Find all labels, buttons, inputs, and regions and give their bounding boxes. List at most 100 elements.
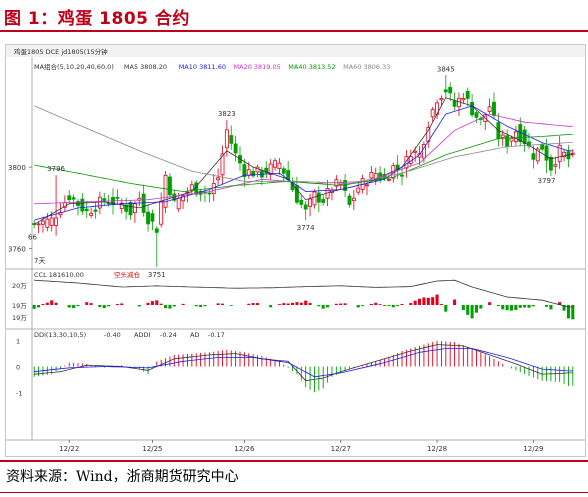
candle-body [365, 184, 369, 187]
ccl-bar [317, 305, 321, 307]
ccl-bar [85, 302, 89, 305]
x-tick-label: 12/27 [331, 445, 351, 453]
ccl-bar [67, 305, 71, 308]
price-annotation: 3751 [148, 271, 166, 279]
chart-header-bar [6, 45, 585, 57]
ccl-bar [453, 299, 457, 305]
ccl-bar [422, 297, 426, 305]
ccl-bar [172, 305, 176, 307]
candle-body [45, 218, 50, 228]
ccl-bar [474, 305, 479, 313]
price-annotation: 3823 [218, 110, 236, 118]
ccl-bar [203, 305, 207, 307]
candle-body [49, 217, 54, 226]
ccl-bar [505, 305, 509, 311]
candle-body [356, 187, 361, 193]
candle-body [303, 204, 308, 210]
ccl-bar [247, 303, 251, 305]
candle-body [41, 220, 45, 225]
figure-title: 图 1：鸡蛋 1805 合约 [4, 9, 190, 29]
candle-body [540, 144, 545, 150]
ccl-tick-label: 19万 [12, 302, 27, 310]
candle-body [505, 135, 510, 148]
candle-body [421, 144, 426, 159]
candle-body [535, 148, 540, 162]
ccl-bar [470, 305, 474, 319]
ccl-bar [37, 305, 41, 308]
ma-legend-item: MA40 3813.52 [288, 63, 335, 71]
candle-body [128, 201, 133, 216]
y-tick-label: 3800 [8, 164, 26, 172]
x-tick-label: 12/28 [427, 445, 447, 453]
ccl-bar [146, 302, 150, 305]
ccl-bar [396, 305, 400, 306]
x-tick-label: 12/22 [59, 445, 79, 453]
candle-body [513, 131, 518, 142]
ccl-bar [277, 304, 281, 305]
chart-canvas: 鸡蛋1805 DCE jd1805(15分钟 MA组合(5,10,20,40,60… [6, 45, 585, 453]
candle-body [264, 167, 269, 174]
x-tick-label: 12/26 [234, 445, 255, 453]
ccl-bar [216, 303, 220, 305]
ccl-bar [32, 305, 36, 309]
ccl-bar [308, 303, 312, 305]
candle-body [553, 164, 558, 167]
chart-frame: 鸡蛋1805 DCE jd1805(15分钟 MA组合(5,10,20,40,60… [5, 44, 586, 457]
ccl-bar [343, 303, 347, 305]
candle-body [242, 164, 247, 178]
candle-body [84, 208, 89, 212]
candle-body [312, 191, 317, 206]
ccl-bar [220, 303, 225, 305]
ccl-bar [466, 305, 470, 315]
candle-body [146, 211, 150, 225]
ma-legend-item: MA20 3819.05 [234, 63, 281, 71]
ccl-bar [527, 305, 531, 308]
candle-body [124, 204, 129, 212]
ccl-bar [89, 303, 93, 305]
ccl-bar [545, 305, 549, 307]
candle-body [308, 198, 313, 207]
bottom-rule-2 [0, 492, 588, 493]
ma-line-ma60 [34, 105, 573, 184]
ccl-bar [339, 303, 343, 305]
ccl-bar [102, 305, 106, 309]
ccl-bar [435, 294, 439, 305]
ccl-bar [488, 302, 492, 305]
ccl-bar [566, 305, 570, 319]
ccl-bar [514, 305, 518, 310]
price-annotation: 3797 [538, 177, 556, 185]
candle-body [224, 129, 229, 149]
ccl-bar [439, 304, 443, 305]
candle-body [220, 153, 225, 176]
candle-body [141, 193, 146, 213]
ccl-bar [549, 305, 553, 310]
candle-body [255, 166, 260, 173]
candle-body [369, 172, 374, 179]
candle-body [97, 196, 102, 209]
ccl-bar [413, 300, 417, 305]
ccl-bar [461, 305, 465, 310]
ccl-bar [255, 303, 260, 305]
ma-legend-item: MA60 3806.33 [343, 63, 390, 71]
price-annotation: 3845 [437, 65, 455, 73]
ddi-legend-item: AD [190, 331, 199, 339]
ccl-bar [356, 305, 360, 308]
candle-body [216, 177, 221, 181]
candle-body [562, 151, 566, 158]
y-tick-label: 3760 [8, 246, 26, 254]
ccl-bar [509, 305, 514, 311]
ccl-bar [137, 305, 141, 307]
candle-body [448, 87, 453, 94]
ccl-bar [304, 300, 308, 305]
x-tick-label: 12/29 [523, 445, 543, 453]
candle-body [439, 97, 444, 101]
ccl-bar [181, 303, 185, 305]
ma-legend-item: MA组合(5,10,20,40,60,0) [34, 62, 114, 71]
ccl-bar [562, 305, 566, 311]
candle-body [316, 192, 321, 203]
ccl-bar [286, 303, 290, 305]
candle-body [268, 163, 273, 175]
ccl-bar [115, 303, 119, 305]
ddi-legend-item: ADDI [134, 331, 150, 339]
ccl-bar [523, 305, 527, 308]
